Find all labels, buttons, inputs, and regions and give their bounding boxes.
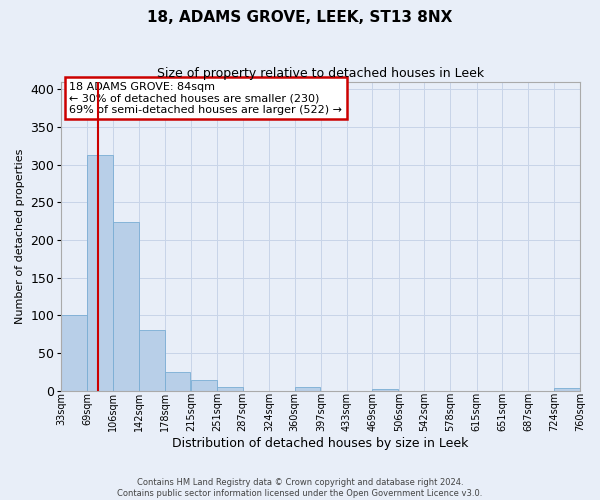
Y-axis label: Number of detached properties: Number of detached properties: [15, 148, 25, 324]
Text: 18, ADAMS GROVE, LEEK, ST13 8NX: 18, ADAMS GROVE, LEEK, ST13 8NX: [148, 10, 452, 25]
Bar: [295, 387, 320, 390]
Bar: [554, 388, 580, 390]
Bar: [87, 155, 113, 390]
Title: Size of property relative to detached houses in Leek: Size of property relative to detached ho…: [157, 68, 484, 80]
Bar: [373, 389, 398, 390]
Bar: [139, 330, 165, 390]
Text: 18 ADAMS GROVE: 84sqm
← 30% of detached houses are smaller (230)
69% of semi-det: 18 ADAMS GROVE: 84sqm ← 30% of detached …: [69, 82, 342, 115]
Bar: [217, 387, 242, 390]
Bar: [61, 316, 87, 390]
X-axis label: Distribution of detached houses by size in Leek: Distribution of detached houses by size …: [172, 437, 469, 450]
Text: Contains HM Land Registry data © Crown copyright and database right 2024.
Contai: Contains HM Land Registry data © Crown c…: [118, 478, 482, 498]
Bar: [165, 372, 190, 390]
Bar: [191, 380, 217, 390]
Bar: [113, 222, 139, 390]
